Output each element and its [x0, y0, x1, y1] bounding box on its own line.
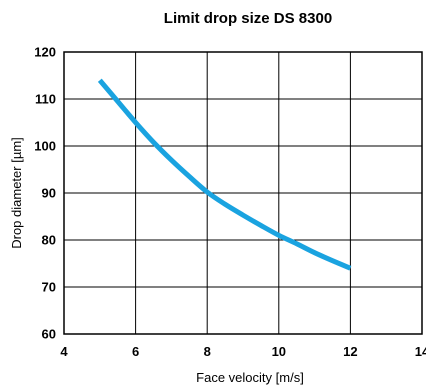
x-tick-labels: 4 6 8 10 12 14: [60, 344, 426, 359]
y-tick-label: 80: [42, 233, 56, 248]
x-tick-label: 10: [272, 344, 286, 359]
y-tick-label: 70: [42, 280, 56, 295]
grid: [63, 51, 423, 335]
y-tick-label: 110: [35, 92, 56, 107]
x-tick-label: 12: [343, 344, 357, 359]
x-tick-label: 6: [132, 344, 139, 359]
y-tick-label: 90: [42, 186, 56, 201]
y-axis-label: Drop diameter [µm]: [9, 137, 24, 249]
series-line: [97, 78, 352, 271]
x-axis-label: Face velocity [m/s]: [196, 370, 304, 385]
series-layer: [97, 78, 352, 271]
plot-frame: [63, 51, 423, 335]
chart-title: Limit drop size DS 8300: [164, 10, 332, 27]
y-tick-label: 100: [34, 139, 56, 154]
x-tick-label: 14: [415, 344, 426, 359]
y-tick-label: 60: [42, 327, 56, 342]
y-tick-labels: 60 70 80 90 100 110 120: [34, 45, 56, 342]
x-tick-label: 4: [60, 344, 68, 359]
y-tick-label: 120: [34, 45, 56, 60]
x-tick-label: 8: [204, 344, 211, 359]
